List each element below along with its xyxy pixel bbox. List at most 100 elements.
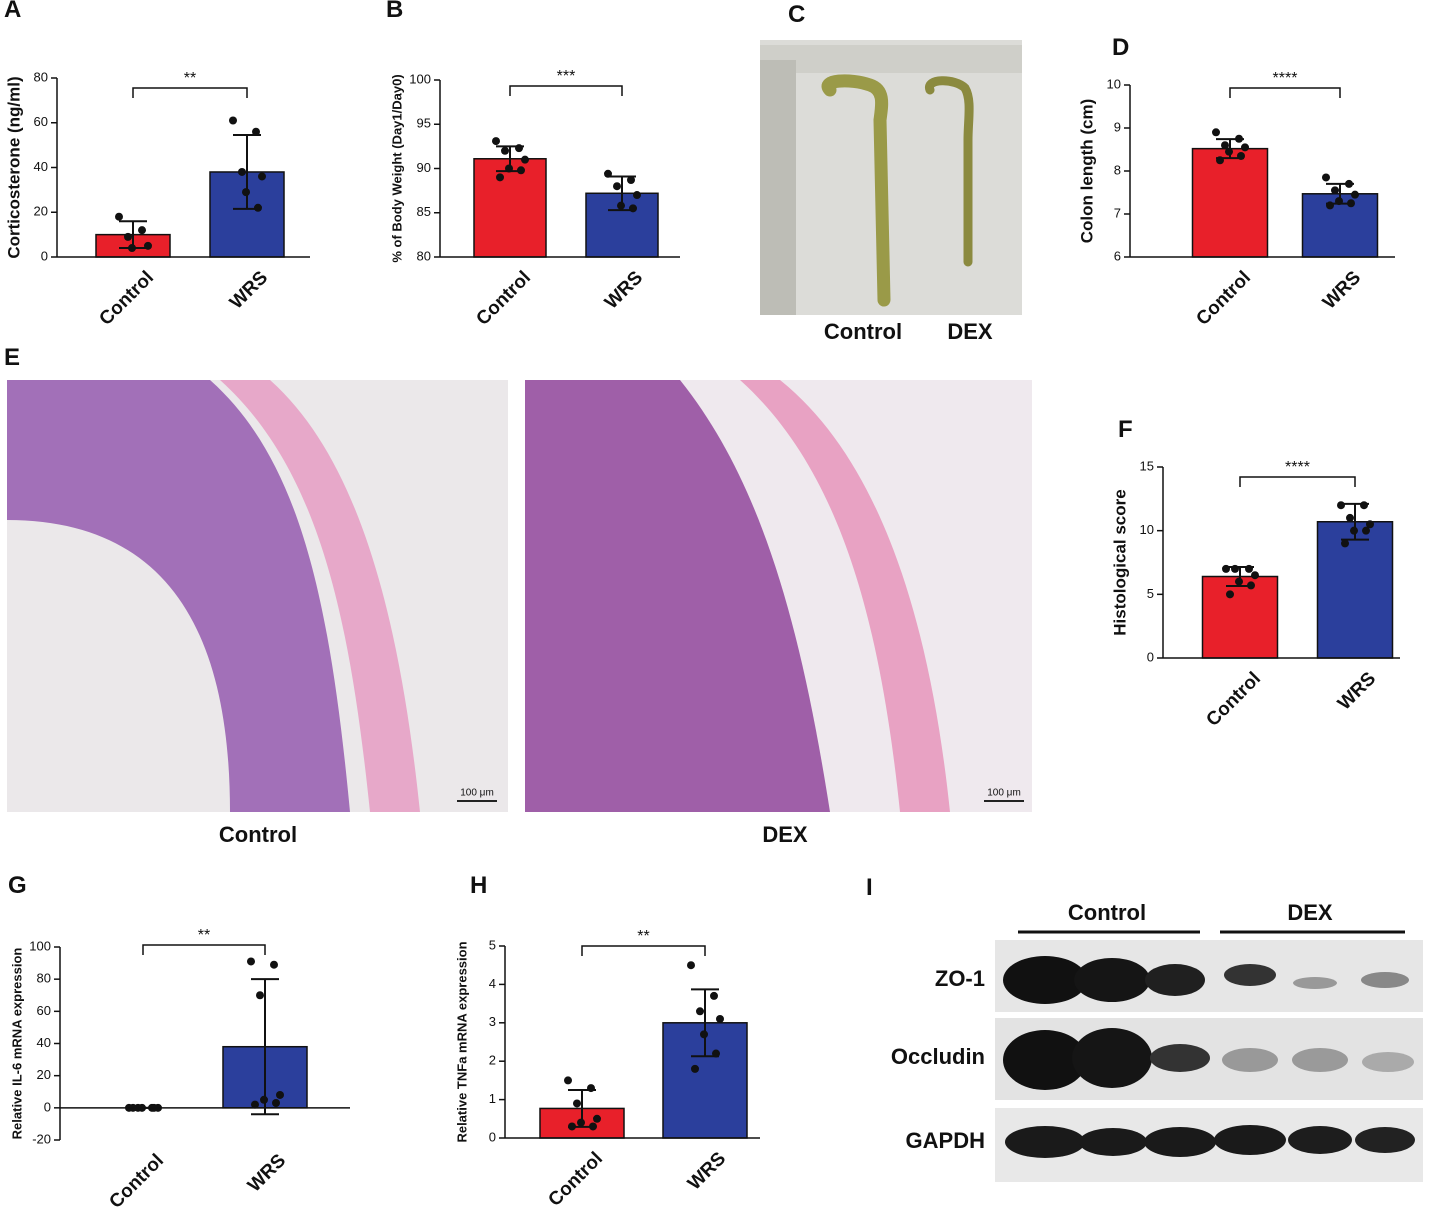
y-tick-label: 9 [1114, 119, 1121, 134]
data-point [696, 1007, 704, 1016]
data-point [256, 991, 264, 1000]
histology-label: DEX [762, 822, 808, 847]
data-point [1235, 134, 1243, 143]
data-point [496, 173, 504, 182]
data-point [1345, 179, 1353, 188]
data-point [521, 155, 529, 164]
y-axis-label: Relative TNFa mRNA expression [454, 941, 469, 1142]
significance-bracket [581, 945, 706, 956]
data-point [1237, 151, 1245, 160]
x-tick-label: Control [95, 267, 158, 330]
data-point [1245, 564, 1253, 573]
scale-label: 100 μm [460, 788, 494, 799]
y-tick-label: 0 [44, 1099, 51, 1114]
y-tick-label: 5 [1147, 586, 1154, 601]
y-tick-label: 4 [489, 976, 496, 991]
significance-bracket [1229, 87, 1341, 98]
data-point [276, 1090, 284, 1099]
data-point [124, 232, 132, 241]
significance-bracket [1239, 476, 1356, 487]
data-point [258, 172, 266, 181]
data-point [627, 176, 635, 185]
data-point [613, 182, 621, 191]
data-point [1251, 571, 1259, 580]
y-axis-label: Histological score [1110, 489, 1129, 635]
y-tick-label: 80 [34, 69, 48, 84]
y-axis-label: % of Body Weight (Day1/Day0) [389, 74, 404, 262]
significance-label: **** [1273, 70, 1298, 87]
significance-bracket [509, 85, 623, 96]
photo-label: DEX [947, 319, 993, 344]
y-tick-label: 60 [37, 1003, 51, 1018]
panel-letter: F [1118, 416, 1133, 443]
panel-letter: I [866, 874, 873, 901]
data-point [568, 1122, 576, 1131]
data-point [1335, 197, 1343, 206]
y-tick-label: 90 [417, 160, 431, 175]
data-point [115, 212, 123, 221]
y-tick-label: 1 [489, 1091, 496, 1106]
y-tick-label: 10 [1107, 76, 1121, 91]
data-point [1346, 513, 1354, 522]
data-point [1247, 581, 1255, 590]
y-tick-label: 85 [417, 204, 431, 219]
data-point [251, 1100, 259, 1109]
panel-letter: E [4, 344, 20, 371]
blot-group: Control [1068, 900, 1146, 925]
panel-letter: A [4, 0, 21, 23]
y-tick-label: 80 [37, 971, 51, 986]
bar [1191, 147, 1269, 258]
data-point [1341, 539, 1349, 548]
y-tick-label: 60 [34, 114, 48, 129]
y-tick-label: 2 [489, 1053, 496, 1068]
x-tick-label: WRS [684, 1148, 730, 1194]
y-axis-label: Colon length (cm) [1077, 99, 1096, 243]
data-point [1241, 143, 1249, 152]
data-point [492, 137, 500, 146]
significance-bracket [142, 944, 266, 955]
data-point [272, 1099, 280, 1108]
x-tick-label: WRS [226, 267, 272, 313]
x-tick-label: WRS [601, 267, 647, 313]
data-point [687, 961, 695, 970]
scale-label: 100 μm [987, 788, 1021, 799]
y-tick-label: 0 [41, 248, 48, 263]
data-point [1362, 526, 1370, 535]
significance-label: ** [198, 927, 210, 944]
y-tick-label: 40 [34, 159, 48, 174]
data-point [633, 191, 641, 200]
y-tick-label: 8 [1114, 162, 1121, 177]
y-tick-label: 20 [34, 204, 48, 219]
data-point [1350, 526, 1358, 535]
data-point [1337, 501, 1345, 510]
significance-label: ** [184, 70, 196, 87]
panel-letter: C [788, 1, 805, 28]
y-tick-label: 6 [1114, 248, 1121, 263]
y-tick-label: 15 [1140, 458, 1154, 473]
data-point [629, 204, 637, 213]
blot-group: DEX [1287, 900, 1333, 925]
data-point [593, 1114, 601, 1123]
panel-letter: B [386, 0, 403, 23]
data-point [1225, 147, 1233, 156]
photo-label: Control [824, 319, 902, 344]
panel-letter: H [470, 872, 487, 899]
data-point [501, 146, 509, 155]
bar [1201, 575, 1279, 659]
data-point [1212, 128, 1220, 137]
significance-label: ** [637, 928, 649, 945]
bar [473, 158, 547, 258]
data-point [587, 1084, 595, 1093]
x-tick-label: Control [1192, 267, 1255, 330]
y-tick-label: 95 [417, 116, 431, 131]
data-point [691, 1064, 699, 1073]
data-point [1360, 501, 1368, 510]
panel-letter: D [1112, 34, 1129, 61]
data-point [1322, 173, 1330, 182]
data-point [1235, 577, 1243, 586]
histology-label: Control [219, 822, 297, 847]
colon-photo [760, 40, 1022, 315]
y-tick-label: 100 [409, 71, 431, 86]
data-point [604, 169, 612, 178]
data-point [517, 166, 525, 175]
